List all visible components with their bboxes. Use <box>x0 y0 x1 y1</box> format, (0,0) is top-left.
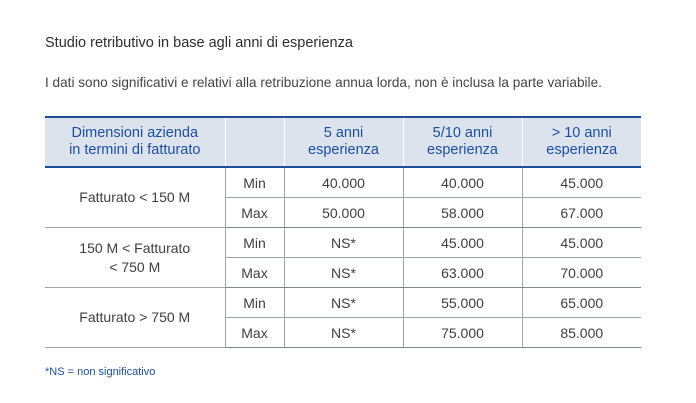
company-size-line2: < 750 M <box>109 258 161 275</box>
company-size-cell: 150 M < Fatturato < 750 M <box>45 227 225 288</box>
footnote: *NS = non significativo <box>45 366 156 378</box>
page-title: Studio retributivo in base agli anni di … <box>45 35 353 51</box>
value-cell-5-years: NS* <box>283 257 403 288</box>
min-max-cell: Max <box>224 197 284 228</box>
header-5-10-years: 5/10 anni esperienza <box>402 116 522 168</box>
value-cell-5-10-years: 63.000 <box>402 257 522 288</box>
value-cell-over-10-years: 67.000 <box>521 197 641 228</box>
min-max-cell: Min <box>224 227 284 258</box>
value-cell-over-10-years: 85.000 <box>521 317 641 348</box>
company-size-cell: Fatturato < 150 M <box>45 167 225 228</box>
header-over-10-years-line2: esperienza <box>546 142 618 158</box>
company-size-line1: 150 M < Fatturato <box>79 239 191 256</box>
value-cell-5-10-years: 45.000 <box>402 227 522 258</box>
header-5-years: 5 anni esperienza <box>283 116 403 168</box>
header-company-size-line2: in termini di fatturato <box>69 142 201 158</box>
header-over-10-years: > 10 anni esperienza <box>521 116 641 168</box>
min-max-cell: Min <box>224 287 284 318</box>
min-max-cell: Max <box>224 317 284 348</box>
value-cell-over-10-years: 45.000 <box>521 227 641 258</box>
table-body: Fatturato < 150 M Min 40.000 40.000 45.0… <box>45 167 641 348</box>
value-cell-5-10-years: 58.000 <box>402 197 522 228</box>
value-cell-5-years: NS* <box>283 287 403 318</box>
value-cell-5-years: NS* <box>283 317 403 348</box>
value-cell-over-10-years: 70.000 <box>521 257 641 288</box>
header-company-size-line1: Dimensioni azienda <box>71 125 199 141</box>
company-size-line1: Fatturato < 150 M <box>79 189 191 205</box>
header-5-10-years-line2: esperienza <box>427 142 498 158</box>
value-cell-5-years: 40.000 <box>283 167 403 198</box>
header-over-10-years-line1: > 10 anni <box>551 125 612 141</box>
table-row: Max NS* 75.000 85.000 <box>45 317 641 348</box>
table-row: Max 50.000 58.000 67.000 <box>45 197 641 228</box>
value-cell-5-10-years: 75.000 <box>402 317 522 348</box>
salary-table: Dimensioni azienda in termini di fattura… <box>45 116 641 348</box>
value-cell-5-years: 50.000 <box>283 197 403 228</box>
value-cell-5-10-years: 55.000 <box>402 287 522 318</box>
min-max-cell: Min <box>224 167 284 198</box>
header-5-10-years-line1: 5/10 anni <box>432 125 493 141</box>
table-row: Max NS* 63.000 70.000 <box>45 257 641 288</box>
header-row: Dimensioni azienda in termini di fattura… <box>45 116 641 168</box>
company-size-line1: Fatturato > 750 M <box>79 309 191 325</box>
value-cell-over-10-years: 65.000 <box>521 287 641 318</box>
value-cell-5-years: NS* <box>283 227 403 258</box>
value-cell-5-10-years: 40.000 <box>402 167 522 198</box>
header-min-max <box>224 116 284 168</box>
table-row: Fatturato < 150 M Min 40.000 40.000 45.0… <box>45 167 641 228</box>
value-cell-over-10-years: 45.000 <box>521 167 641 198</box>
header-5-years-line1: 5 anni <box>323 125 364 141</box>
company-size-cell: Fatturato > 750 M <box>45 287 225 348</box>
table-row: 150 M < Fatturato < 750 M Min NS* 45.000… <box>45 227 641 288</box>
table-row: Fatturato > 750 M Min NS* 55.000 65.000 <box>45 287 641 348</box>
page-subtitle: I dati sono significativi e relativi all… <box>45 75 602 90</box>
header-company-size: Dimensioni azienda in termini di fattura… <box>45 116 225 168</box>
table-header: Dimensioni azienda in termini di fattura… <box>45 116 641 168</box>
header-5-years-line2: esperienza <box>308 142 379 158</box>
min-max-cell: Max <box>224 257 284 288</box>
